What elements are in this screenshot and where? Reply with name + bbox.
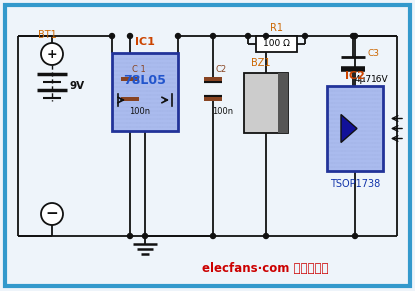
Text: 9V: 9V: [69, 81, 84, 91]
Text: R1: R1: [270, 23, 283, 33]
Circle shape: [110, 33, 115, 38]
Text: 16V: 16V: [371, 74, 388, 84]
Circle shape: [264, 233, 269, 239]
Circle shape: [303, 33, 308, 38]
Bar: [204, 97, 222, 101]
Text: BZ1: BZ1: [251, 58, 271, 68]
Bar: [121, 77, 139, 81]
Circle shape: [352, 233, 357, 239]
Text: BT1: BT1: [38, 30, 56, 40]
Text: IC2: IC2: [345, 71, 365, 81]
Bar: [256, 36, 297, 52]
Text: 100n: 100n: [129, 107, 150, 116]
Circle shape: [264, 33, 269, 38]
Circle shape: [176, 33, 181, 38]
Text: C 1: C 1: [132, 65, 146, 74]
Bar: [121, 97, 139, 101]
Circle shape: [142, 233, 147, 239]
Text: +: +: [47, 47, 57, 61]
Bar: [244, 73, 288, 133]
Text: −: −: [46, 207, 59, 221]
Bar: [327, 86, 383, 171]
Circle shape: [41, 43, 63, 65]
Circle shape: [210, 233, 215, 239]
Circle shape: [127, 33, 132, 38]
Circle shape: [210, 33, 215, 38]
Text: C3: C3: [367, 49, 379, 58]
Text: 4μ7: 4μ7: [355, 74, 372, 84]
Circle shape: [352, 33, 357, 38]
Text: elecfans·com 电子发烧友: elecfans·com 电子发烧友: [202, 262, 328, 276]
Circle shape: [351, 33, 356, 38]
Text: IC1: IC1: [135, 37, 155, 47]
Circle shape: [127, 233, 132, 239]
Text: 100 Ω: 100 Ω: [263, 40, 290, 49]
Bar: [112, 53, 178, 131]
Bar: [204, 77, 222, 81]
Text: 100n: 100n: [212, 107, 233, 116]
Circle shape: [41, 203, 63, 225]
Circle shape: [246, 33, 251, 38]
Text: 78L05: 78L05: [124, 74, 166, 86]
Text: TSOP1738: TSOP1738: [330, 179, 380, 189]
Bar: [278, 73, 288, 133]
Text: C2: C2: [215, 65, 226, 74]
Polygon shape: [341, 114, 357, 143]
